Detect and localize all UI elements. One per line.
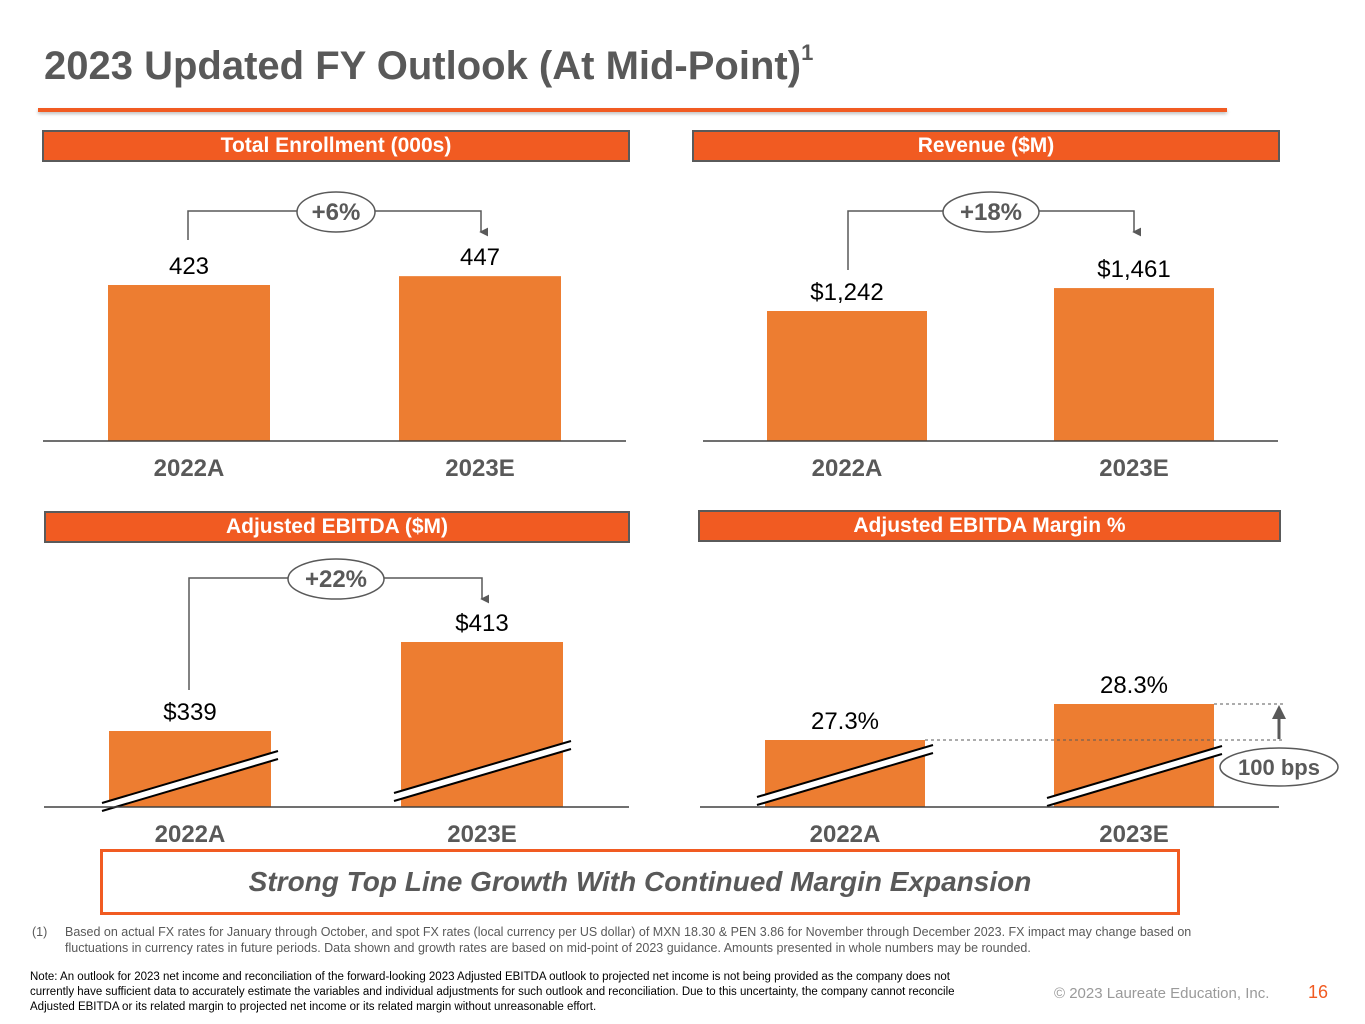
bar-2022a	[767, 311, 927, 441]
value-label: $1,242	[810, 279, 883, 306]
category-label: 2022A	[812, 455, 883, 482]
value-label: $413	[455, 610, 508, 637]
axis-break-line	[393, 740, 572, 794]
axis-break-line	[756, 752, 934, 806]
bar-2022a	[108, 285, 270, 441]
axis-break-line	[101, 750, 279, 804]
callout-text: Strong Top Line Growth With Continued Ma…	[248, 866, 1032, 897]
axis-break-line	[1046, 745, 1223, 799]
axis-break-band	[102, 751, 278, 811]
value-label: $339	[163, 699, 216, 726]
panel-header-adjusted-ebitda: Adjusted EBITDA ($M)	[44, 511, 630, 543]
value-label: 28.3%	[1100, 672, 1168, 699]
axis-break-line	[101, 758, 279, 812]
title-footnote-marker: 1	[801, 40, 814, 65]
bar-2023e	[399, 276, 561, 441]
category-label: 2023E	[1099, 821, 1168, 848]
value-label: $1,461	[1097, 256, 1170, 283]
page-title: 2023 Updated FY Outlook (At Mid-Point)1	[44, 40, 813, 89]
disclaimer-note: Note: An outlook for 2023 net income and…	[30, 971, 955, 1013]
bps-label: 100 bps	[1238, 755, 1320, 780]
panel-header-revenue: Revenue ($M)	[692, 130, 1280, 162]
margin-increase-arrow-head	[1272, 705, 1286, 719]
growth-bubble	[942, 191, 1040, 233]
axis-break-line	[1046, 753, 1223, 807]
footnote-marker: (1)	[32, 925, 48, 939]
bar-2023e	[401, 642, 563, 807]
axis-break-band	[1047, 746, 1222, 806]
footnote: (1) Based on actual FX rates for January…	[32, 924, 1222, 956]
category-label: 2023E	[447, 821, 516, 848]
growth-bubble	[296, 191, 376, 233]
category-label: 2023E	[445, 455, 514, 482]
axis-break-band	[757, 745, 933, 805]
bar-2023e	[1054, 288, 1214, 441]
category-label: 2022A	[810, 821, 881, 848]
bps-bubble	[1219, 747, 1339, 787]
key-takeaway-callout: Strong Top Line Growth With Continued Ma…	[100, 849, 1180, 915]
footnote-text: Based on actual FX rates for January thr…	[65, 925, 1192, 955]
page-number: 16	[1308, 982, 1329, 1002]
growth-label: +6%	[312, 199, 361, 226]
value-label: 447	[460, 244, 500, 271]
growth-label: +18%	[960, 199, 1022, 226]
copyright: © 2023 Laureate Education, Inc.	[1054, 985, 1270, 1002]
category-label: 2023E	[1099, 455, 1168, 482]
value-label: 27.3%	[811, 708, 879, 735]
panel-header-ebitda-margin: Adjusted EBITDA Margin %	[698, 510, 1281, 542]
title-divider	[38, 108, 1227, 112]
category-label: 2022A	[154, 455, 225, 482]
growth-bubble	[287, 558, 385, 600]
axis-break-band	[394, 741, 571, 801]
category-label: 2022A	[155, 821, 226, 848]
panel-header-enrollment: Total Enrollment (000s)	[42, 130, 630, 162]
value-label: 423	[169, 253, 209, 280]
page-title-text: 2023 Updated FY Outlook (At Mid-Point)	[44, 44, 802, 88]
axis-break-line	[756, 744, 934, 798]
growth-label: +22%	[305, 566, 367, 593]
axis-break-line	[393, 748, 572, 802]
